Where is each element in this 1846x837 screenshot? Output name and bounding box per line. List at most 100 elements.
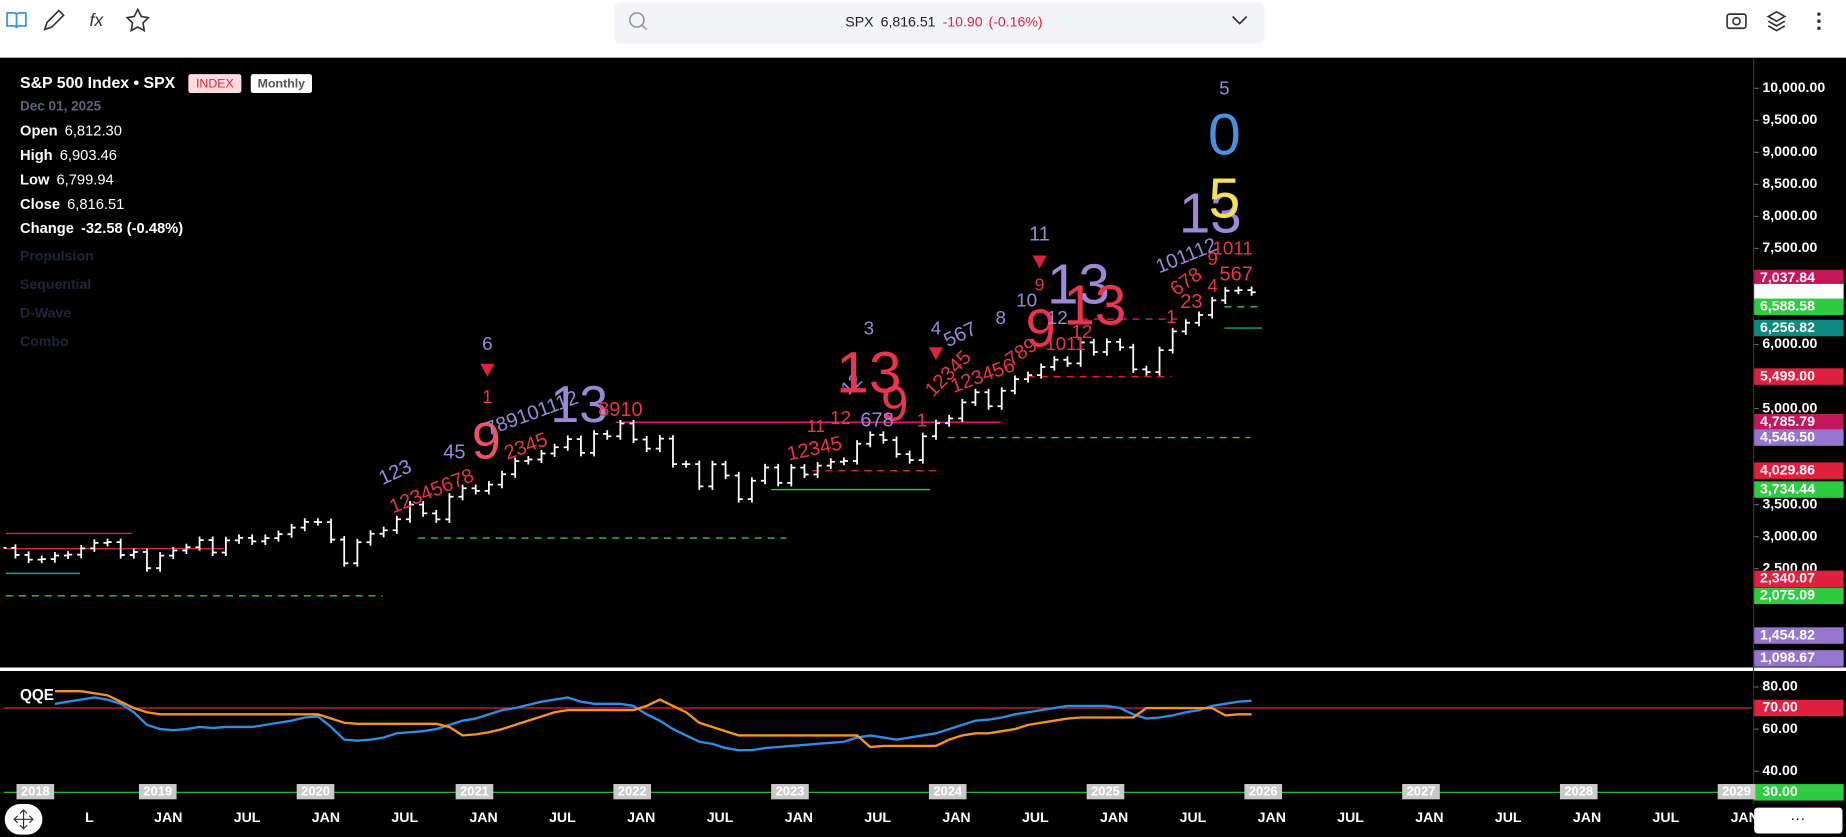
layers-icon[interactable]	[1766, 10, 1787, 32]
camera-icon[interactable]	[1726, 13, 1747, 30]
legend-value: 6,903.46	[60, 148, 117, 164]
price-bar	[958, 398, 967, 422]
x-tick-label: JAN	[785, 809, 813, 825]
overlay: Open 6,812.30 High 6,903.46 Low 6,799.94 Close…	[16, 79, 1844, 825]
price-bar	[221, 536, 230, 557]
price-tag	[1754, 319, 1844, 337]
price-tag	[1754, 298, 1844, 316]
legend-label: Close	[20, 197, 60, 213]
price-bar	[1234, 286, 1243, 295]
change: -10.90	[943, 13, 983, 29]
signal-arrow	[1032, 255, 1047, 269]
search-icon	[641, 24, 647, 31]
year-badge	[928, 784, 967, 800]
y-tick-label: 7,500.00	[1762, 239, 1817, 255]
level-tag	[1754, 784, 1844, 801]
year-badge	[455, 784, 494, 800]
price-bar	[813, 462, 822, 479]
price-tag-label: 1,098.67	[1760, 649, 1815, 665]
price-bar	[234, 534, 244, 544]
legend-value: 6,812.30	[65, 124, 122, 140]
pane-divider	[0, 667, 1846, 672]
price-bar	[484, 481, 493, 495]
star-icon[interactable]	[125, 7, 151, 33]
dropdown-icon[interactable]	[1232, 15, 1248, 25]
year-label: 2024	[933, 784, 963, 799]
sequence-count: 45	[443, 442, 465, 464]
price-bar	[418, 501, 428, 517]
price-bar	[879, 431, 888, 444]
legend-date: Dec 01, 2025	[20, 99, 102, 114]
price-tag	[1754, 368, 1844, 385]
search-box[interactable]	[614, 2, 1265, 44]
badge-text: INDEX	[196, 76, 234, 90]
price-bar	[800, 464, 809, 479]
price-bar	[997, 387, 1006, 410]
year-badge	[138, 784, 177, 800]
fx-icon[interactable]: fx	[89, 10, 104, 30]
pencil-icon[interactable]	[43, 9, 65, 31]
sequence-count: 12	[1047, 307, 1068, 328]
year-label: 2027	[1407, 784, 1436, 799]
price-tag-label: 7,037.84	[1760, 269, 1815, 285]
price-bar	[432, 509, 441, 523]
more-icon: ···	[1790, 810, 1805, 827]
menu-icon[interactable]	[1817, 12, 1821, 31]
price-bar	[77, 544, 86, 559]
pane-title: QQE	[20, 687, 54, 704]
year-badge	[1402, 784, 1440, 800]
more-button[interactable]	[1754, 807, 1843, 834]
x-tick-label: L	[85, 809, 94, 825]
price-bar	[142, 548, 152, 572]
signal-arrow	[480, 363, 495, 377]
price-tag	[1754, 627, 1844, 644]
price-tag	[1754, 650, 1844, 667]
study-name: Propulsion	[20, 247, 94, 263]
price-bar	[208, 536, 217, 557]
price-tag	[1754, 414, 1844, 431]
sequence-count: 4	[1207, 275, 1217, 296]
book-icon[interactable]	[6, 12, 27, 29]
x-tick-label: JUL	[707, 809, 734, 825]
price-bar	[405, 501, 415, 523]
price-bar	[63, 551, 73, 560]
price-bar	[1129, 343, 1138, 373]
qqe-line	[54, 696, 1252, 752]
price-bar	[616, 419, 625, 440]
price-bar	[116, 538, 125, 559]
sequence-count: 1	[917, 409, 927, 430]
price-tag-label: 2,075.09	[1760, 587, 1815, 603]
price-bar	[1181, 319, 1190, 335]
search-icon	[629, 12, 645, 28]
year-label: 2029	[1722, 784, 1751, 799]
price-bar	[576, 435, 586, 457]
legend-value: 6,816.51	[67, 197, 124, 213]
price-bar	[655, 435, 664, 453]
qqe-line	[54, 689, 1252, 749]
axis-border	[1752, 57, 1755, 805]
sequence-count: 11	[1029, 224, 1050, 246]
legend-label: Low	[20, 172, 50, 188]
sequence-count: 9	[1026, 298, 1056, 358]
price-bar	[984, 388, 993, 410]
sequence-count: 678	[860, 410, 893, 432]
price-tag-label: 3,734.44	[1760, 480, 1815, 496]
sequence-count: 13	[1063, 274, 1126, 337]
price-bar	[563, 435, 572, 451]
price-bar	[774, 463, 783, 487]
price: 6,816.51	[881, 13, 936, 29]
price-bar	[642, 435, 651, 453]
price-bar	[1063, 356, 1072, 367]
x-tick-label: JUL	[1022, 809, 1049, 825]
x-tick-label: JUL	[391, 809, 418, 825]
price-tag-label: 4,546.50	[1760, 428, 1815, 444]
price-bar	[1076, 338, 1085, 367]
price-bar	[787, 464, 796, 487]
price-bar	[931, 419, 941, 440]
price-tag-label: 4,785.79	[1760, 413, 1815, 429]
x-tick-label: JAN	[627, 809, 655, 825]
x-tick-label: JAN	[1731, 809, 1759, 825]
x-tick-label: JAN	[942, 809, 970, 825]
legend: S&P 500 Index • SPX INDEX Monthly Dec 01…	[20, 74, 312, 114]
